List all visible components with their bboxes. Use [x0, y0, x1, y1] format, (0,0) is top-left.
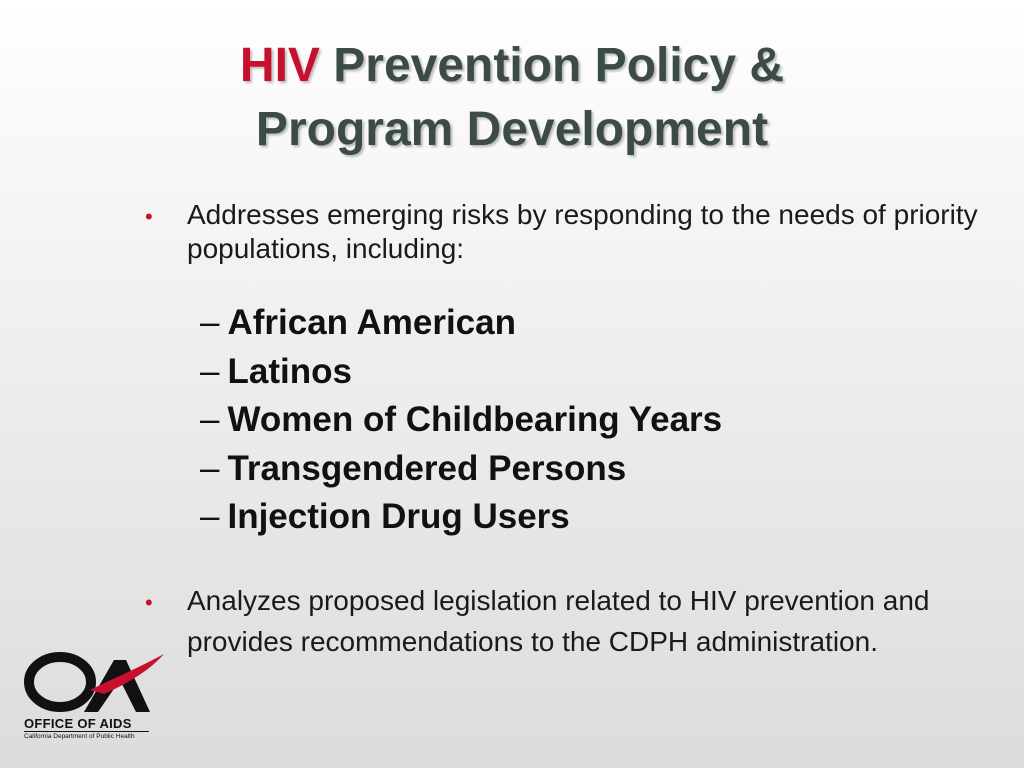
list-item: – Women of Childbearing Years: [200, 396, 722, 445]
title-line1: Prevention Policy &: [319, 39, 785, 92]
logo-a-shape: [84, 660, 150, 712]
bullet-text: Addresses emerging risks by responding t…: [187, 199, 978, 264]
dash-marker: –: [200, 400, 220, 439]
office-of-aids-logo: [24, 652, 164, 712]
list-item: – Latinos: [200, 348, 722, 397]
list-item: – Transgendered Persons: [200, 445, 722, 494]
slide-title: HIV Prevention Policy & Program Developm…: [0, 34, 1024, 162]
list-item-label: Injection Drug Users: [227, 497, 570, 536]
title-line2: Program Development: [255, 103, 769, 156]
list-item-label: African American: [227, 303, 516, 342]
dash-marker: –: [200, 351, 220, 391]
bullet-marker: •: [145, 590, 153, 615]
dash-marker: –: [200, 497, 220, 536]
logo-subtitle: California Department of Public Health: [24, 731, 149, 740]
bullet-text: Analyzes proposed legislation related to…: [187, 585, 930, 657]
list-item-label: Women of Childbearing Years: [227, 400, 723, 439]
dash-marker: –: [200, 303, 220, 342]
dash-marker: –: [200, 448, 220, 488]
logo-o-ring: [24, 652, 96, 712]
logo-name: OFFICE OF AIDS: [24, 716, 132, 731]
bullet-marker: •: [145, 204, 153, 229]
title-accent: HIV: [239, 39, 320, 92]
list-item: – African American: [200, 299, 722, 348]
list-item: – Injection Drug Users: [200, 493, 722, 542]
list-item-label: Transgendered Persons: [227, 448, 627, 488]
list-item-label: Latinos: [227, 351, 352, 391]
logo-swoosh: [90, 654, 164, 694]
priority-populations-list: – African American – Latinos – Women of Chi…: [200, 299, 722, 542]
